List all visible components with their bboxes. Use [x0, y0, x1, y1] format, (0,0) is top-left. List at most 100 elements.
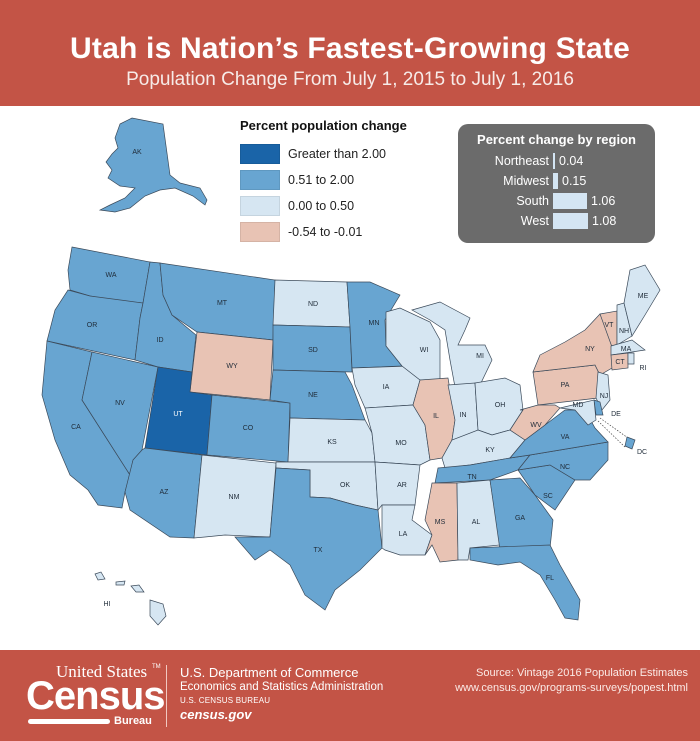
legend: Percent population change Greater than 2…	[240, 118, 440, 245]
svg-text:AL: AL	[472, 519, 481, 526]
dept-bureau: U.S. CENSUS BUREAU	[180, 696, 271, 705]
state-MS: MS	[424, 482, 459, 563]
source-block: Source: Vintage 2016 Population Estimate…	[455, 666, 688, 696]
svg-text:SD: SD	[308, 347, 318, 354]
legend-item: 0.51 to 2.00	[240, 167, 440, 193]
svg-text:KY: KY	[485, 447, 495, 454]
state-FL: FL	[469, 544, 581, 621]
svg-text:RI: RI	[640, 365, 647, 372]
state-MA: MA	[610, 339, 646, 356]
dept-name: U.S. Department of Commerce	[180, 665, 359, 680]
state-TX: TX	[234, 467, 383, 611]
state-NM: NM	[193, 454, 277, 539]
svg-text:IA: IA	[383, 384, 390, 391]
legend-title: Percent population change	[240, 118, 407, 133]
region-bar	[553, 193, 587, 209]
svg-text:NJ: NJ	[600, 393, 609, 400]
svg-text:IL: IL	[433, 413, 439, 420]
region-value: 1.08	[592, 214, 617, 228]
region-name: West	[520, 214, 549, 228]
svg-text:MI: MI	[476, 353, 484, 360]
state-HI: HI	[94, 571, 167, 626]
svg-text:FL: FL	[546, 575, 554, 582]
region-name: Midwest	[503, 174, 549, 188]
region-row: Midwest 0.15	[458, 171, 655, 191]
legend-label: -0.54 to -0.01	[288, 225, 363, 239]
census-bureau-logo: United States TM Census Bureau	[26, 660, 165, 730]
logo-census: Census	[26, 674, 165, 718]
source-url[interactable]: www.census.gov/programs-surveys/popest.h…	[455, 682, 688, 694]
state-ND: ND	[272, 279, 351, 328]
region-name: South	[516, 194, 549, 208]
svg-text:SC: SC	[543, 493, 553, 500]
state-AK: AK	[98, 117, 208, 213]
svg-text:NV: NV	[115, 400, 125, 407]
svg-text:MS: MS	[435, 519, 446, 526]
svg-text:IN: IN	[460, 412, 467, 419]
legend-swatch	[240, 196, 280, 216]
svg-text:WI: WI	[420, 347, 429, 354]
logo-trademark: TM	[152, 664, 161, 670]
legend-label: 0.00 to 0.50	[288, 199, 355, 213]
region-name: Northeast	[494, 154, 549, 168]
region-bar	[553, 213, 588, 229]
svg-text:TN: TN	[467, 474, 476, 481]
svg-text:HI: HI	[104, 601, 111, 608]
legend-swatch	[240, 144, 280, 164]
svg-text:NM: NM	[229, 494, 240, 501]
svg-text:WV: WV	[530, 422, 542, 429]
svg-text:WY: WY	[226, 363, 238, 370]
state-MI: MI	[411, 301, 493, 388]
svg-text:LA: LA	[399, 531, 408, 538]
logo-bureau: Bureau	[114, 715, 152, 727]
svg-text:ID: ID	[157, 337, 164, 344]
state-LA: LA	[381, 504, 433, 556]
svg-text:ME: ME	[638, 293, 649, 300]
svg-text:MO: MO	[395, 440, 407, 447]
legend-item: 0.00 to 0.50	[240, 193, 440, 219]
svg-text:KS: KS	[327, 439, 337, 446]
state-DC: DC	[597, 417, 647, 456]
legend-swatch	[240, 170, 280, 190]
svg-text:OK: OK	[340, 482, 350, 489]
state-KS: KS	[287, 417, 376, 463]
state-ME: ME	[623, 264, 661, 337]
svg-text:AZ: AZ	[160, 489, 170, 496]
legend-label: 0.51 to 2.00	[288, 173, 355, 187]
svg-text:DC: DC	[637, 449, 647, 456]
svg-text:CT: CT	[615, 359, 625, 366]
state-MD: MD	[559, 399, 597, 426]
svg-text:NY: NY	[585, 346, 595, 353]
region-row: South 1.06	[458, 191, 655, 211]
svg-text:VA: VA	[561, 434, 570, 441]
state-NJ: NJ	[595, 371, 611, 411]
us-choropleth-map: AK HI WA OR CA NV ID MT WY UT CO AZ NM N…	[41, 117, 661, 626]
region-value: 1.06	[591, 194, 616, 208]
svg-text:CA: CA	[71, 424, 81, 431]
legend-swatch	[240, 222, 280, 242]
department-block: U.S. Department of Commerce Economics an…	[180, 666, 383, 722]
svg-text:MD: MD	[573, 402, 584, 409]
svg-text:MT: MT	[217, 300, 228, 307]
svg-text:WA: WA	[105, 272, 116, 279]
svg-text:OR: OR	[87, 322, 98, 329]
logo-united-states: United States	[56, 662, 148, 681]
legend-item: Greater than 2.00	[240, 141, 440, 167]
region-change-panel: Percent change by region Northeast 0.04 …	[458, 124, 655, 243]
dept-admin: Economics and Statistics Administration	[180, 681, 384, 693]
svg-text:MA: MA	[621, 346, 632, 353]
svg-text:DE: DE	[611, 411, 621, 418]
state-AZ: AZ	[124, 447, 203, 539]
census-gov-link[interactable]: census.gov	[180, 707, 252, 722]
region-row: Northeast 0.04	[458, 151, 655, 171]
legend-item: -0.54 to -0.01	[240, 219, 440, 245]
svg-text:ND: ND	[308, 301, 318, 308]
state-AR: AR	[374, 461, 421, 511]
page-subtitle: Population Change From July 1, 2015 to J…	[126, 69, 574, 90]
state-RI: RI	[627, 352, 647, 372]
header-banner: Utah is Nation’s Fastest-Growing State P…	[0, 0, 700, 106]
svg-text:MN: MN	[369, 320, 380, 327]
region-row: West 1.08	[458, 211, 655, 231]
region-bar	[553, 173, 558, 189]
svg-text:PA: PA	[561, 382, 570, 389]
